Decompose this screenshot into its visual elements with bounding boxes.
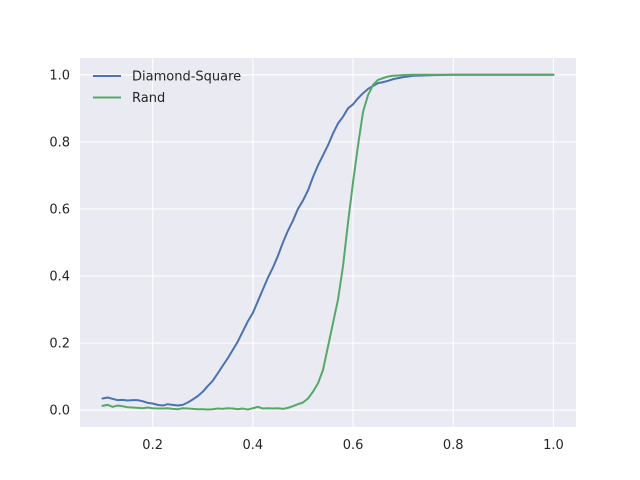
legend-label-0: Diamond-Square [132,70,241,85]
plot-area [80,58,576,427]
legend: Diamond-Square Rand [93,70,241,106]
x-tick-label: 1.0 [543,438,564,453]
series-line-1 [101,73,555,411]
x-tick-label: 0.6 [343,438,364,453]
series-layer [101,73,555,411]
series-line-0 [101,73,555,407]
x-axis-ticks: 0.2 0.4 0.6 0.8 1.0 [142,438,563,453]
legend-label-1: Rand [132,91,165,106]
y-tick-label: 1.0 [49,68,70,83]
y-axis-ticks: 0.0 0.2 0.4 0.6 0.8 1.0 [49,68,70,418]
x-tick-label: 0.2 [142,438,163,453]
y-tick-label: 0.4 [49,270,70,285]
y-tick-label: 0.6 [49,202,70,217]
y-tick-label: 0.0 [49,404,70,419]
x-tick-label: 0.4 [243,438,264,453]
y-tick-label: 0.8 [49,135,70,150]
y-tick-label: 0.2 [49,337,70,352]
x-tick-label: 0.8 [443,438,464,453]
